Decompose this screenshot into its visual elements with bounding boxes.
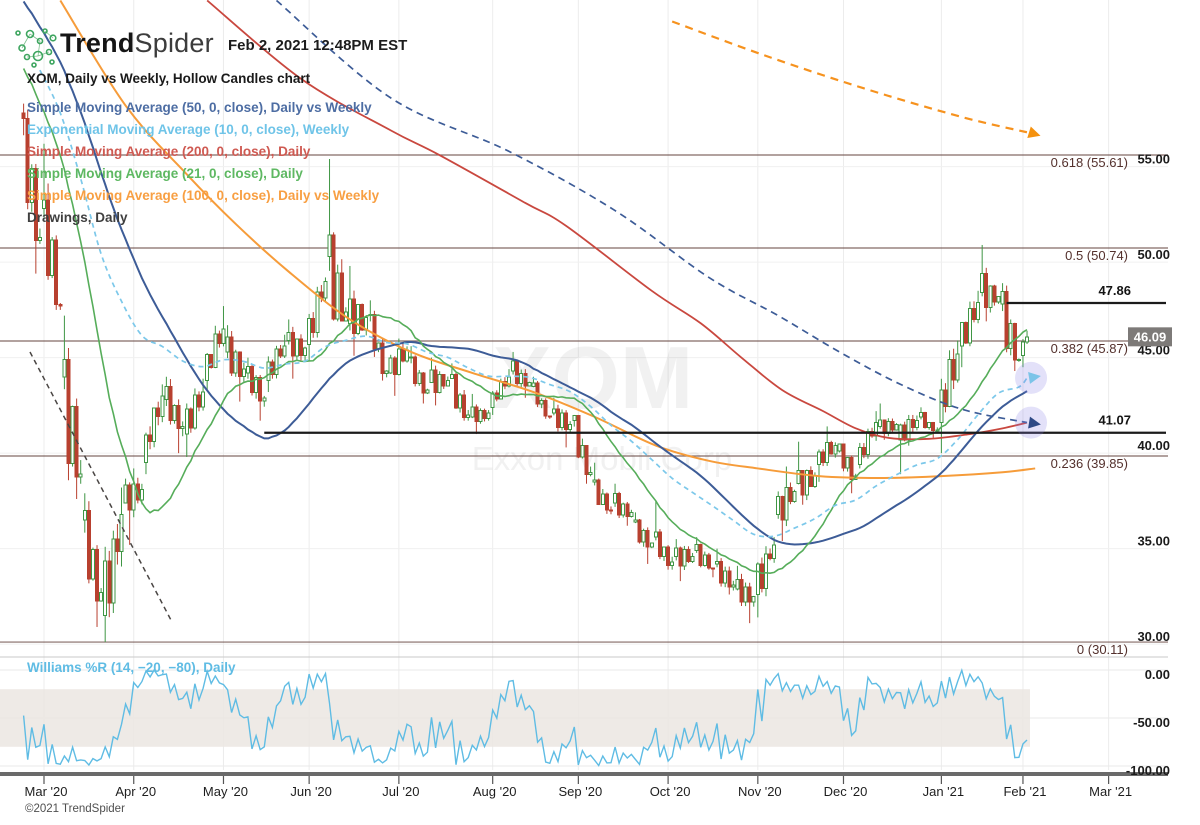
legend-item-4[interactable]: Simple Moving Average (100, 0, close), D… (27, 188, 380, 203)
price-axis-label: 45.00 (1137, 343, 1170, 358)
williams-r-label: Williams %R (14, −20, −80), Daily (27, 660, 236, 675)
ma-sma100-daily-line (59, 0, 1036, 479)
price-axis-label: 55.00 (1137, 152, 1170, 167)
price-axis-label: 40.00 (1137, 438, 1170, 453)
ma-sma50-daily-line (22, 0, 1028, 546)
chart-subtitle: XOM, Daily vs Weekly, Hollow Candles cha… (27, 71, 311, 86)
month-label: Apr '20 (115, 784, 156, 799)
projection-arrow-icon (1028, 416, 1041, 429)
ma-sma100-weekly-line (671, 20, 1028, 134)
ma-sma200-daily-line (206, 0, 1028, 441)
brand-trend: Trend (60, 28, 135, 58)
price-axis-label: 35.00 (1137, 534, 1170, 549)
indicator-axis-label: -50.00 (1133, 715, 1170, 730)
copyright-note: ©2021 TrendSpider (25, 803, 125, 815)
price-axis-label: 30.00 (1137, 629, 1170, 644)
month-label: Jun '20 (290, 784, 332, 799)
brand-title: TrendSpider (60, 28, 214, 59)
fib-level-label: 0.618 (55.61) (1051, 155, 1128, 170)
month-label: Mar '21 (1089, 784, 1132, 799)
fib-level-label: 0.236 (39.85) (1051, 456, 1128, 471)
current-price-label: 46.09 (1134, 329, 1167, 344)
ma-ema10-weekly-line (39, 69, 1028, 538)
projection-arrow-icon (1028, 371, 1041, 384)
legend-item-2[interactable]: Simple Moving Average (200, 0, close), D… (27, 144, 311, 159)
indicator-legend: Simple Moving Average (50, 0, close), Da… (27, 97, 379, 229)
time-axis[interactable]: Mar '20 Apr '20 May '20 Jun '20 Jul '20 Aug '… (0, 656, 1168, 799)
watermark-company: Exxon Mobil Corp (472, 440, 732, 477)
legend-item-1[interactable]: Exponential Moving Average (10, 0, close… (27, 122, 350, 137)
month-label: Mar '20 (25, 784, 68, 799)
fib-level-label: 0.382 (45.87) (1051, 341, 1128, 356)
williams-band (0, 689, 1030, 747)
month-label: Jan '21 (923, 784, 965, 799)
month-label: Dec '20 (824, 784, 868, 799)
drawings-layer (29, 301, 1166, 623)
fib-level-label: 0.5 (50.74) (1065, 248, 1128, 263)
drawing-level-label: 41.07 (1098, 413, 1131, 428)
indicator-axis-label: -100.00 (1126, 763, 1170, 778)
month-label: Feb '21 (1003, 784, 1046, 799)
price-axis-label: 50.00 (1137, 247, 1170, 262)
legend-item-5[interactable]: Drawings, Daily (27, 210, 128, 225)
legend-item-0[interactable]: Simple Moving Average (50, 0, close), Da… (27, 100, 372, 115)
ma-sma50-weekly-line (275, 0, 1028, 424)
trendspider-logo-icon (15, 28, 57, 68)
month-label: Jul '20 (382, 784, 419, 799)
projection-arrows (1015, 126, 1048, 439)
indicator-axis-label: 0.00 (1145, 667, 1170, 682)
month-label: Nov '20 (738, 784, 782, 799)
drawing-level-label: 47.86 (1098, 283, 1131, 298)
chart-timestamp: Feb 2, 2021 12:48PM EST (228, 37, 408, 54)
legend-item-3[interactable]: Simple Moving Average (21, 0, close), Da… (27, 166, 303, 181)
williams-r-line (22, 667, 1028, 767)
projection-arrow-icon (1027, 126, 1041, 139)
month-label: Oct '20 (650, 784, 691, 799)
brand-spider: Spider (134, 28, 214, 58)
month-label: Sep '20 (559, 784, 603, 799)
fib-level-label: 0 (30.11) (1077, 642, 1128, 657)
month-label: May '20 (203, 784, 248, 799)
month-label: Aug '20 (473, 784, 517, 799)
price-axis[interactable]: 55.00 50.00 45.00 40.00 35.00 30.00 0.00 -50.00… (1051, 152, 1170, 778)
ma-sma21-daily-line (22, 68, 1028, 575)
current-price-badge: 46.09 (1128, 327, 1172, 347)
